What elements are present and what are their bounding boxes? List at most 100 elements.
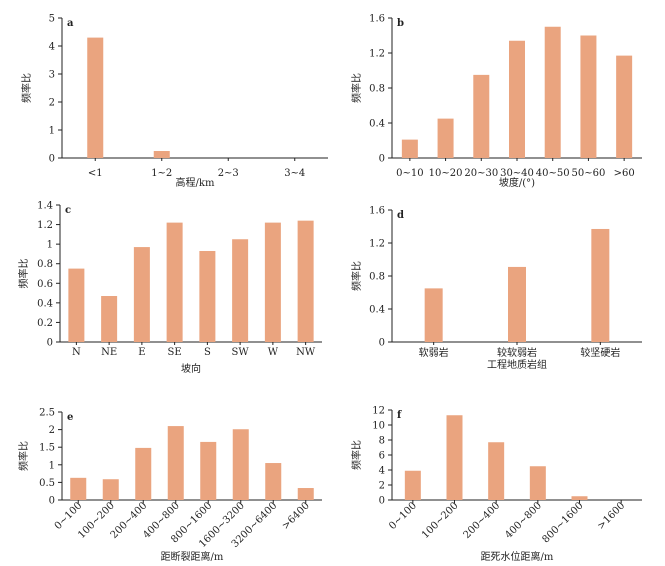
panel-letter: b <box>397 18 404 29</box>
bar <box>404 470 421 500</box>
bar <box>199 250 216 342</box>
y-tick-label: 6 <box>379 451 385 462</box>
bar <box>473 74 490 158</box>
chart-panel-b: 0 0.4 0.8 1.2 1.6 b 0~10 10~20 20~30 30~40 40~50 50… <box>350 14 642 189</box>
panel-letter: a <box>67 18 74 29</box>
bar <box>424 288 443 342</box>
bar <box>232 429 249 500</box>
y-tick-label: 1.5 <box>39 443 55 454</box>
bar <box>297 220 314 342</box>
x-tick-label: 200~400 <box>462 500 503 541</box>
panel-letter: c <box>65 205 71 216</box>
bar <box>529 466 546 500</box>
y-tick-label: 0 <box>47 338 53 349</box>
y-tick-label: 1.4 <box>37 201 53 212</box>
y-tick-label: 1.2 <box>369 49 385 60</box>
panel-letter: d <box>397 210 404 221</box>
bar <box>571 496 588 500</box>
x-tick-label: 10~20 <box>429 168 463 179</box>
bar <box>167 426 184 500</box>
bar <box>265 463 282 500</box>
y-tick-label: 12 <box>372 406 385 417</box>
x-axis-title: 坡度/(°) <box>499 176 535 189</box>
x-tick-label: 较软弱岩 <box>497 346 537 359</box>
y-tick-label: 0 <box>379 496 385 507</box>
bar <box>297 488 314 500</box>
x-tick-label: N <box>72 347 81 358</box>
x-tick-label: NW <box>296 347 316 358</box>
x-axis-title: 距断裂距离/m <box>161 550 224 563</box>
panel-letter: f <box>397 410 402 421</box>
x-axis-title: 坡向 <box>181 362 201 375</box>
y-tick-label: 3 <box>49 70 55 81</box>
bar <box>101 296 118 342</box>
x-tick-label: 100~200 <box>420 500 461 541</box>
y-tick-label: 0.4 <box>369 305 385 316</box>
x-axis-title: 工程地质岩组 <box>487 358 547 371</box>
y-axis-title: 频率比 <box>17 441 30 471</box>
chart-panel-e: 00.511.522.5 e0~100100~200200~400400~8008… <box>17 408 322 563</box>
bar <box>446 415 463 500</box>
x-tick-label: E <box>138 347 145 358</box>
bar <box>616 55 633 158</box>
bar <box>68 268 85 342</box>
bar <box>508 266 526 342</box>
y-tick-label: 1.2 <box>37 220 53 231</box>
bar <box>200 441 217 500</box>
bar <box>437 118 454 158</box>
bar <box>544 26 561 158</box>
x-tick-label: SW <box>232 347 250 358</box>
bar <box>401 139 418 158</box>
y-tick-label: 1.6 <box>369 206 385 217</box>
y-tick-label: 0.8 <box>369 272 385 283</box>
x-tick-label: 800~1600 <box>540 500 585 545</box>
y-tick-label: 0 <box>49 154 55 165</box>
x-tick-label: NE <box>101 347 117 358</box>
x-tick-label: SE <box>168 347 182 358</box>
y-axis-title: 频率比 <box>20 73 33 103</box>
y-tick-label: 1 <box>49 460 55 471</box>
bar <box>133 247 150 342</box>
y-tick-label: 0 <box>379 154 385 165</box>
y-tick-label: 0.8 <box>369 84 385 95</box>
x-tick-label: <1 <box>88 168 103 179</box>
bar <box>153 151 170 158</box>
x-tick-label: W <box>268 347 279 358</box>
y-tick-label: 8 <box>379 436 385 447</box>
x-tick-label: >6400 <box>280 500 312 532</box>
bar <box>591 228 610 342</box>
panel-letter: e <box>67 412 73 423</box>
bar <box>580 35 597 158</box>
y-axis-title: 频率比 <box>350 261 363 291</box>
x-tick-label: 50~60 <box>572 168 606 179</box>
bar <box>264 222 281 342</box>
x-tick-label: S <box>204 347 211 358</box>
x-tick-label: 软弱岩 <box>419 346 449 359</box>
bar <box>70 477 87 500</box>
x-tick-label: 0~10 <box>396 168 423 179</box>
x-tick-label: >60 <box>614 168 635 179</box>
bar <box>488 442 505 500</box>
x-tick-label: >1600 <box>596 500 628 532</box>
chart-panel-f: 0 2 4 6 8 10 12 f 0~100 100~200 200~400 400~800800~… <box>350 406 642 563</box>
chart-panel-a: 0 1 2 3 4 5 a <1 1~2 2~3 3~4 高程/km 频率比 <box>20 14 328 189</box>
x-tick-label: 0~100 <box>53 500 85 532</box>
y-tick-label: 1 <box>49 126 55 137</box>
bar <box>102 479 119 500</box>
y-axis-title: 频率比 <box>17 259 30 289</box>
y-tick-label: 1.6 <box>369 14 385 25</box>
x-tick-label: 较坚硬岩 <box>580 346 620 359</box>
y-tick-label: 4 <box>49 42 55 53</box>
y-tick-label: 0.2 <box>37 318 53 329</box>
x-tick-label: 1~2 <box>151 168 172 179</box>
x-tick-label: 0~100 <box>387 500 419 532</box>
x-axis-title: 高程/km <box>176 176 215 189</box>
bar <box>509 40 525 158</box>
chart-panel-c: 0 0.2 0.4 0.6 0.8 1 1.2 1.4 c N NE E SE S SW W NW 坡向 频率比 <box>17 201 322 375</box>
y-tick-label: 2.5 <box>39 408 55 419</box>
bar <box>166 222 183 342</box>
x-axis-title: 距死水位距离/m <box>481 550 554 563</box>
y-tick-label: 0.4 <box>37 298 53 309</box>
y-tick-label: 0 <box>49 496 55 507</box>
